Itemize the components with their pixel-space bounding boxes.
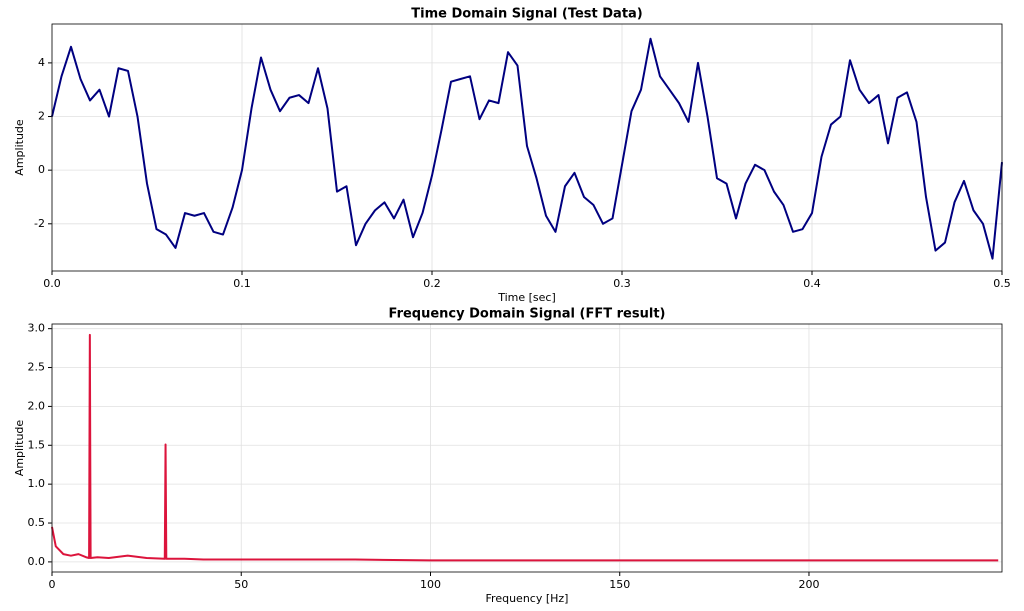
data-line xyxy=(51,333,999,562)
y-tick-label: 0 xyxy=(38,163,45,176)
x-tick-label: 0.5 xyxy=(993,277,1011,290)
y-tick-label: 1.0 xyxy=(28,477,46,490)
x-tick-label: 0.0 xyxy=(43,277,61,290)
x-tick-label: 100 xyxy=(420,578,441,591)
y-tick-label: 0.5 xyxy=(28,516,46,529)
y-axis-label: Amplitude xyxy=(13,420,26,477)
x-tick-label: 150 xyxy=(609,578,630,591)
x-tick-label: 50 xyxy=(234,578,248,591)
y-tick-label: 2.5 xyxy=(28,361,46,374)
y-tick-label: 0.0 xyxy=(28,555,46,568)
plot-frame xyxy=(51,323,1003,573)
data-line xyxy=(51,37,1003,260)
x-axis-label: Time [sec] xyxy=(497,291,556,304)
x-tick-label: 0.3 xyxy=(613,277,631,290)
y-tick-label: -2 xyxy=(34,217,45,230)
y-tick-label: 2 xyxy=(38,110,45,123)
y-tick-label: 4 xyxy=(38,56,45,69)
plot-frame xyxy=(51,23,1003,272)
y-tick-label: 1.5 xyxy=(28,438,46,451)
x-axis-label: Frequency [Hz] xyxy=(486,592,569,605)
x-tick-label: 0 xyxy=(49,578,56,591)
chart-title: Frequency Domain Signal (FFT result) xyxy=(389,307,666,322)
y-tick-label: 3.0 xyxy=(28,322,46,335)
x-tick-label: 0.1 xyxy=(233,277,251,290)
x-tick-label: 0.2 xyxy=(423,277,441,290)
chart-title: Time Domain Signal (Test Data) xyxy=(411,7,643,22)
y-tick-label: 2.0 xyxy=(28,399,46,412)
x-tick-label: 0.4 xyxy=(803,277,821,290)
y-axis-label: Amplitude xyxy=(13,119,26,176)
x-tick-label: 200 xyxy=(798,578,819,591)
